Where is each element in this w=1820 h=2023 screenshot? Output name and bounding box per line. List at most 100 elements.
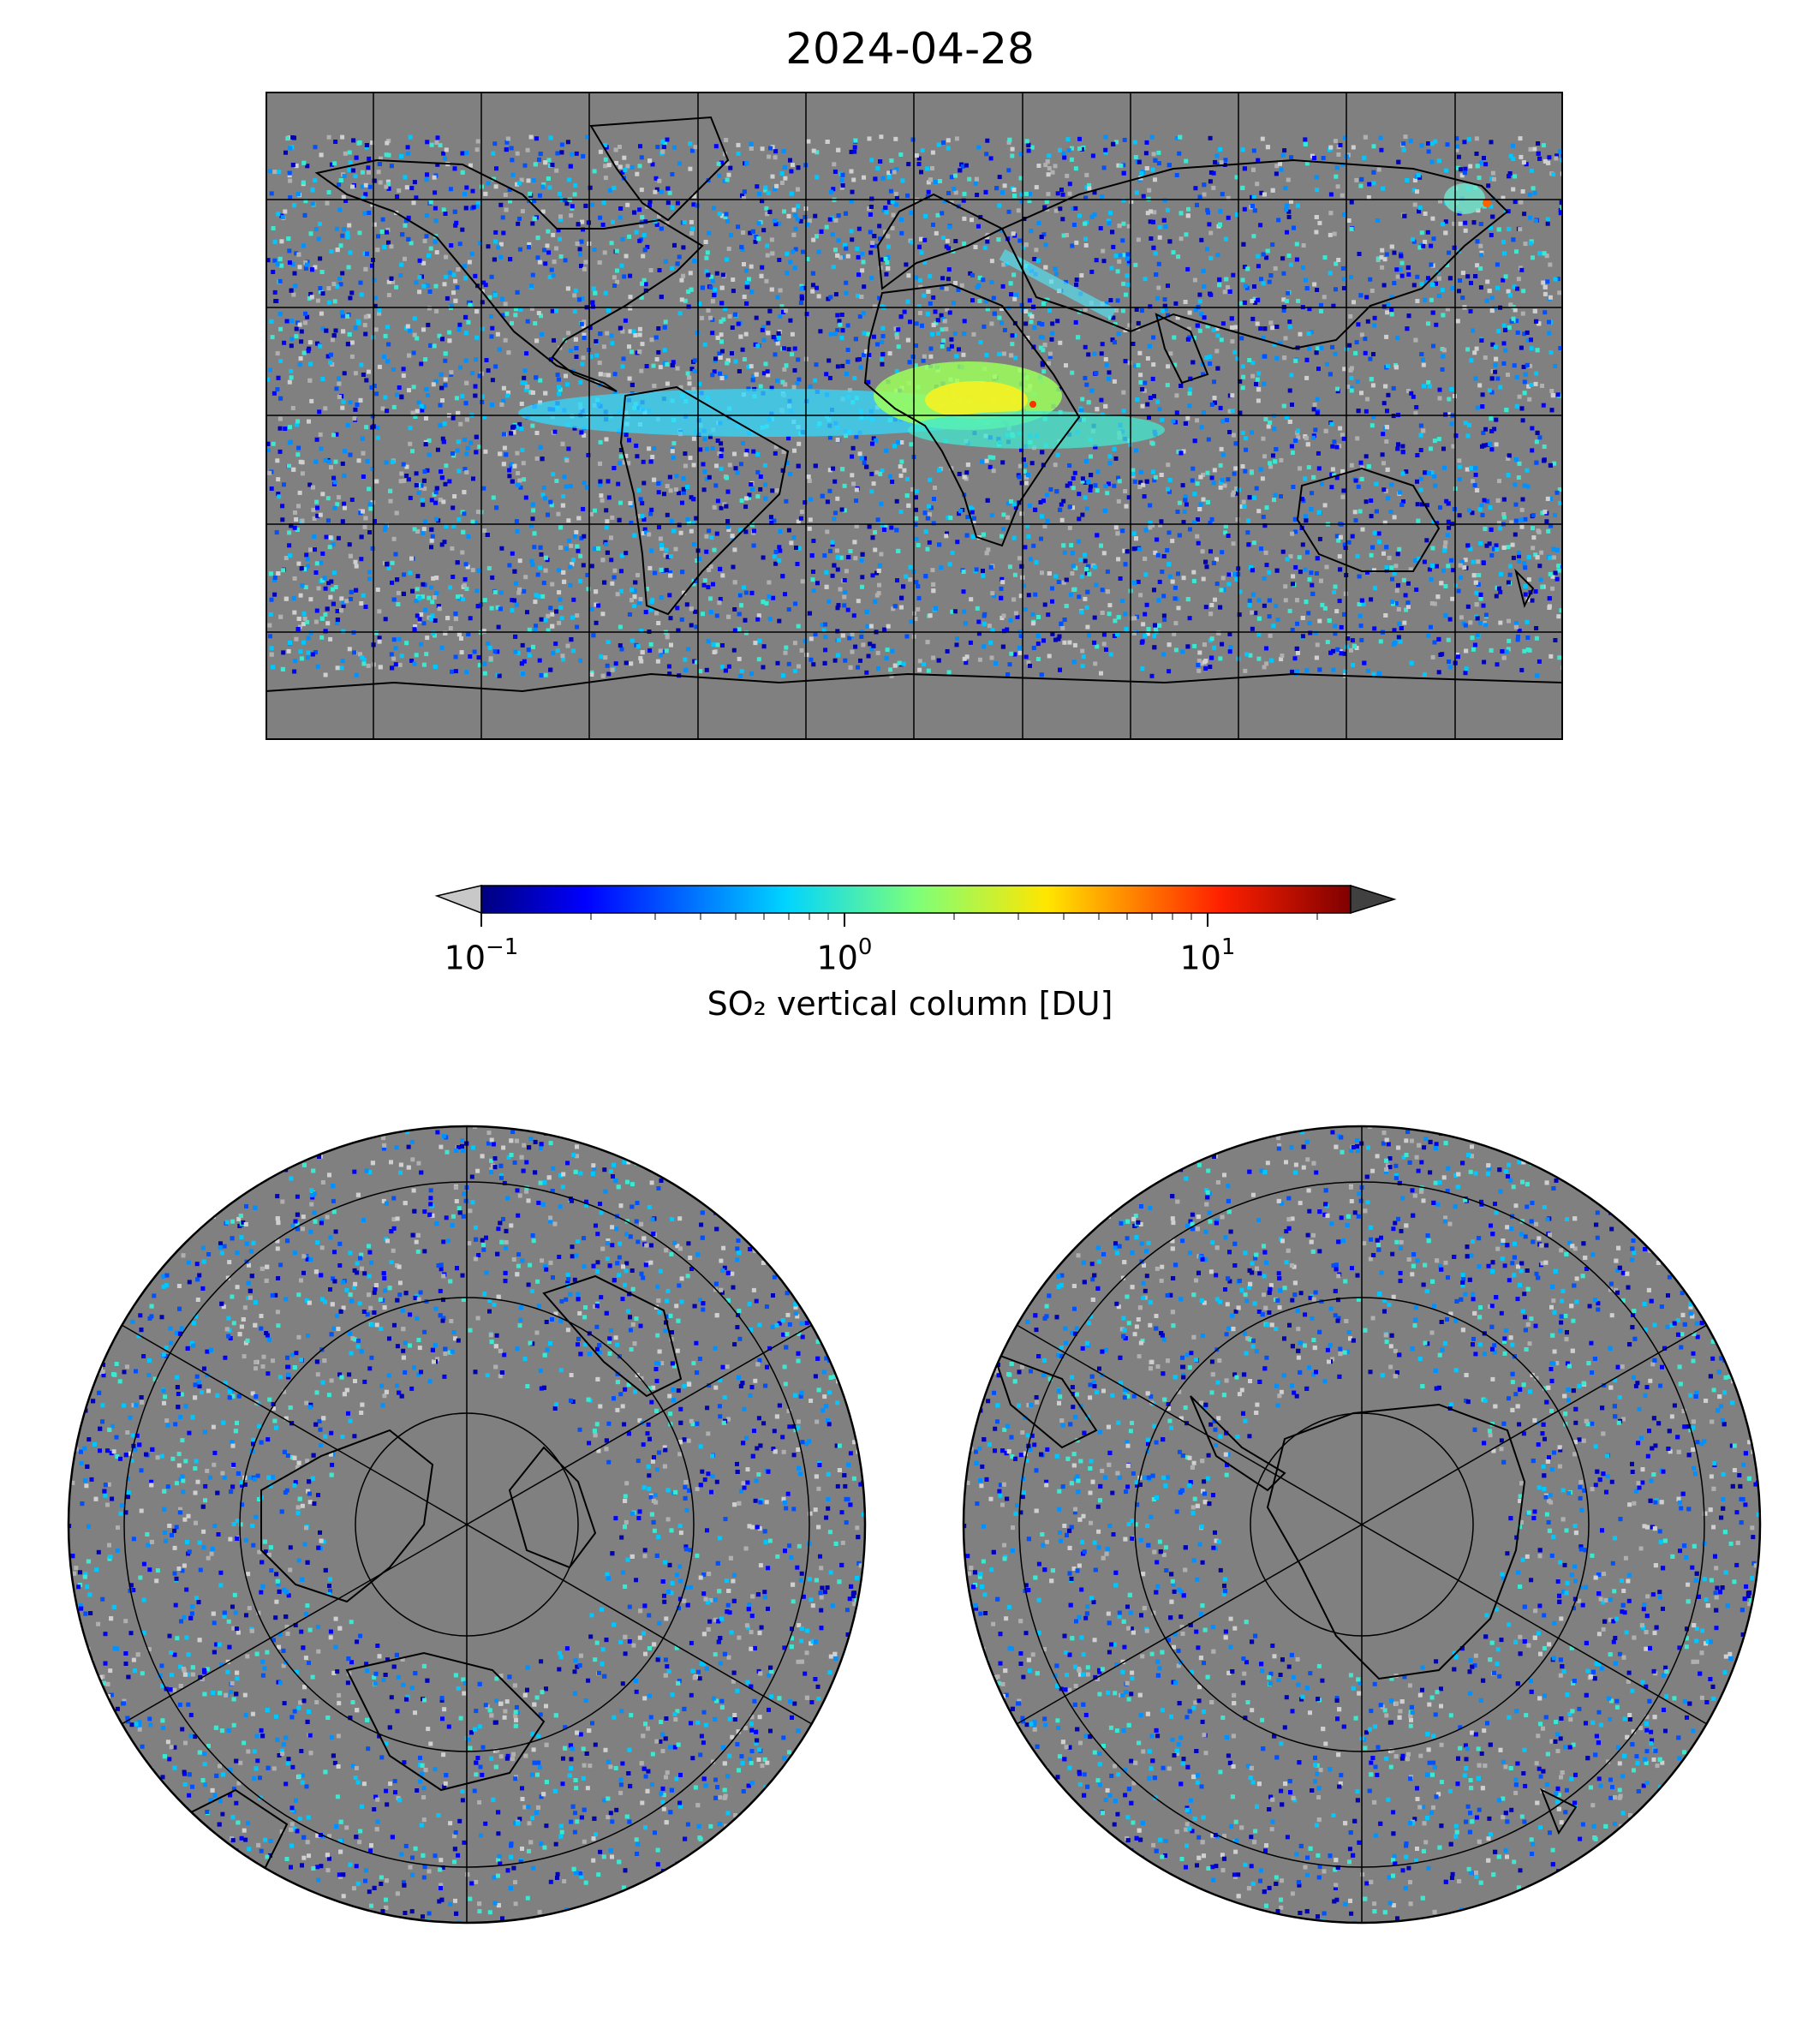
retrieval-pixel	[571, 597, 576, 602]
retrieval-pixel	[672, 145, 677, 150]
retrieval-pixel	[366, 165, 371, 170]
retrieval-pixel	[1152, 634, 1157, 639]
retrieval-pixel	[602, 250, 607, 255]
retrieval-pixel	[1030, 621, 1035, 626]
retrieval-pixel	[1187, 403, 1192, 409]
retrieval-pixel	[353, 174, 358, 179]
retrieval-pixel	[1223, 530, 1228, 535]
retrieval-pixel	[408, 134, 413, 140]
retrieval-pixel	[1509, 520, 1514, 525]
retrieval-pixel	[1116, 557, 1121, 562]
retrieval-pixel	[1397, 546, 1402, 552]
retrieval-pixel	[1125, 252, 1131, 257]
retrieval-pixel	[1173, 585, 1178, 590]
retrieval-pixel	[777, 221, 782, 226]
retrieval-pixel	[612, 283, 618, 288]
retrieval-pixel	[484, 358, 489, 362]
retrieval-pixel	[1002, 327, 1007, 332]
retrieval-pixel	[1034, 185, 1039, 190]
retrieval-pixel	[1168, 351, 1173, 356]
retrieval-pixel	[627, 376, 632, 381]
retrieval-pixel	[1332, 439, 1337, 445]
retrieval-pixel	[1208, 549, 1213, 554]
retrieval-pixel	[1173, 621, 1179, 626]
retrieval-pixel	[317, 221, 322, 226]
retrieval-pixel	[331, 475, 337, 480]
retrieval-pixel	[691, 436, 696, 441]
retrieval-pixel	[1077, 136, 1082, 141]
retrieval-pixel	[1126, 259, 1131, 264]
retrieval-pixel	[1445, 533, 1450, 538]
retrieval-pixel	[386, 279, 391, 284]
retrieval-pixel	[1113, 456, 1119, 461]
retrieval-pixel	[784, 498, 789, 504]
retrieval-pixel	[589, 606, 594, 612]
retrieval-pixel	[953, 239, 958, 243]
retrieval-pixel	[287, 248, 292, 254]
retrieval-pixel	[389, 244, 394, 249]
retrieval-pixel	[940, 236, 946, 241]
retrieval-pixel	[665, 200, 671, 206]
retrieval-pixel	[1177, 500, 1182, 505]
retrieval-pixel	[796, 624, 801, 629]
retrieval-pixel	[758, 384, 763, 389]
retrieval-pixel	[443, 212, 448, 216]
retrieval-pixel	[869, 158, 874, 163]
retrieval-pixel	[421, 260, 427, 266]
retrieval-pixel	[786, 528, 791, 533]
retrieval-pixel	[1251, 540, 1256, 546]
retrieval-pixel	[719, 441, 724, 446]
retrieval-pixel	[790, 352, 795, 357]
retrieval-pixel	[852, 145, 857, 150]
retrieval-pixel	[758, 486, 763, 492]
retrieval-pixel	[1152, 478, 1157, 483]
retrieval-pixel	[1322, 295, 1327, 300]
retrieval-pixel	[773, 337, 779, 342]
retrieval-pixel	[1231, 541, 1236, 546]
retrieval-pixel	[288, 195, 293, 200]
retrieval-pixel	[374, 391, 379, 397]
retrieval-pixel	[1545, 279, 1550, 284]
retrieval-pixel	[1300, 634, 1305, 639]
retrieval-pixel	[1418, 448, 1423, 452]
retrieval-pixel	[363, 182, 368, 188]
retrieval-pixel	[882, 627, 887, 632]
retrieval-pixel	[852, 149, 857, 154]
retrieval-pixel	[334, 386, 339, 391]
retrieval-pixel	[1268, 464, 1274, 469]
retrieval-pixel	[1385, 310, 1390, 315]
retrieval-pixel	[842, 603, 847, 608]
retrieval-pixel	[632, 604, 636, 608]
retrieval-pixel	[298, 356, 303, 361]
retrieval-pixel	[1284, 203, 1289, 208]
retrieval-pixel	[1369, 423, 1375, 428]
retrieval-pixel	[766, 320, 771, 325]
retrieval-pixel	[1192, 520, 1197, 525]
retrieval-pixel	[713, 359, 718, 363]
retrieval-pixel	[527, 627, 532, 632]
retrieval-pixel	[554, 246, 558, 251]
retrieval-pixel	[1553, 638, 1558, 642]
retrieval-pixel	[1395, 336, 1400, 341]
retrieval-pixel	[1369, 597, 1374, 602]
retrieval-pixel	[370, 425, 375, 430]
retrieval-pixel	[1547, 331, 1552, 336]
retrieval-pixel	[1472, 483, 1477, 487]
retrieval-pixel	[970, 510, 975, 515]
retrieval-pixel	[916, 156, 922, 161]
retrieval-pixel	[1196, 659, 1202, 663]
retrieval-pixel	[1393, 564, 1399, 569]
retrieval-pixel	[860, 575, 865, 580]
retrieval-pixel	[337, 207, 343, 212]
retrieval-pixel	[1289, 444, 1294, 449]
retrieval-pixel	[333, 140, 338, 144]
retrieval-pixel	[957, 471, 962, 476]
retrieval-pixel	[1289, 199, 1293, 204]
retrieval-pixel	[305, 557, 310, 562]
retrieval-pixel	[1341, 286, 1346, 290]
retrieval-pixel	[665, 633, 670, 638]
retrieval-pixel	[566, 331, 571, 336]
retrieval-pixel	[1307, 577, 1312, 582]
retrieval-pixel	[1093, 661, 1098, 666]
retrieval-pixel	[1517, 394, 1522, 399]
